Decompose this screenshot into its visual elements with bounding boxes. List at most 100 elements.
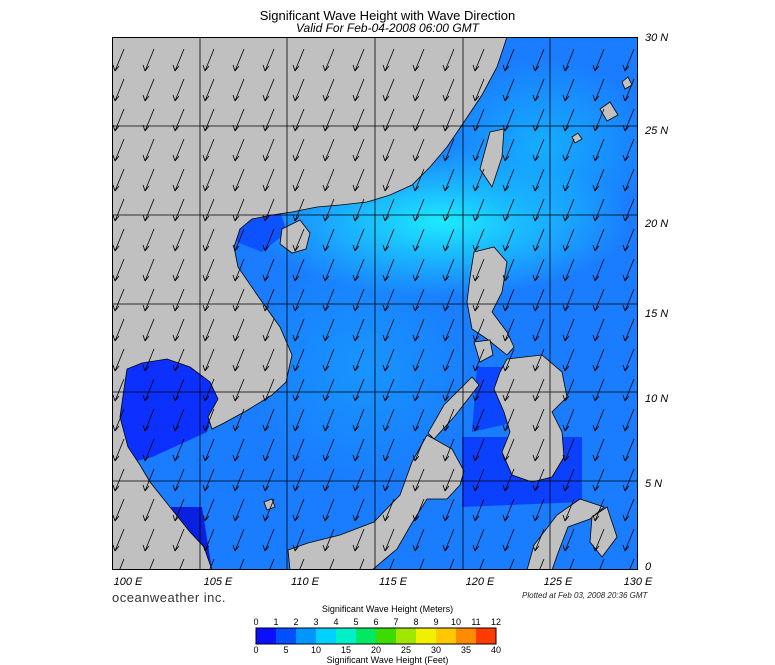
- wave-arrow: [532, 468, 545, 492]
- wave-arrow: [232, 468, 245, 492]
- wave-arrow: [472, 408, 485, 432]
- wave-arrow: [202, 378, 215, 402]
- wave-arrow: [382, 258, 395, 282]
- wave-arrow: [532, 168, 545, 192]
- wave-arrow: [622, 108, 635, 132]
- wave-arrow: [292, 168, 305, 192]
- wave-arrow: [322, 408, 335, 432]
- wave-arrow: [209, 558, 215, 570]
- wave-arrow: [592, 438, 605, 462]
- wave-arrow: [412, 378, 425, 402]
- wave-arrow: [502, 528, 515, 552]
- borneo-island: [287, 434, 465, 570]
- wave-arrow: [382, 438, 395, 462]
- wave-arrow: [292, 318, 305, 342]
- colorbar-swatch: [316, 628, 337, 644]
- wave-arrow: [592, 408, 605, 432]
- wave-arrow: [532, 528, 545, 552]
- ryukyu-island-b: [621, 76, 633, 90]
- wave-arrow: [442, 498, 455, 522]
- wave-arrow: [412, 348, 425, 372]
- lon-label-115: 115 E: [379, 576, 407, 588]
- wave-arrow: [472, 318, 485, 342]
- colorbar-swatch: [476, 628, 497, 644]
- wave-arrow: [172, 78, 185, 102]
- wave-arrow: [472, 348, 485, 372]
- wave-arrow: [232, 408, 245, 432]
- wave-arrow: [562, 168, 575, 192]
- wave-arrow: [202, 528, 215, 552]
- palawan-island: [427, 376, 480, 440]
- wave-arrow: [202, 138, 215, 162]
- wave-arrow: [322, 378, 335, 402]
- wave-arrow: [112, 528, 125, 552]
- wave-arrow: [112, 48, 125, 72]
- wave-arrow: [622, 78, 635, 102]
- wave-arrow: [172, 318, 185, 342]
- wave-arrow: [502, 408, 515, 432]
- wave-arrow: [142, 348, 155, 372]
- wave-arrow: [472, 528, 485, 552]
- wave-arrow: [532, 198, 545, 222]
- wave-arrow: [592, 378, 605, 402]
- colorbar-meter-tick: 10: [451, 617, 461, 627]
- wave-arrow: [262, 228, 275, 252]
- wave-arrow: [622, 528, 635, 552]
- wave-arrow: [592, 348, 605, 372]
- wave-arrow: [112, 138, 125, 162]
- wave-arrow: [262, 198, 275, 222]
- wave-arrow: [142, 228, 155, 252]
- wave-arrow: [532, 318, 545, 342]
- wave-arrow: [352, 378, 365, 402]
- wave-arrow: [292, 348, 305, 372]
- land: [112, 37, 633, 570]
- wave-arrow: [232, 318, 245, 342]
- wave-arrow: [322, 108, 335, 132]
- wave-arrow: [382, 408, 395, 432]
- colorbar-feet-tick: 25: [401, 645, 411, 655]
- wave-arrow: [562, 348, 575, 372]
- wave-arrow: [442, 258, 455, 282]
- wave-arrow: [412, 408, 425, 432]
- wave-arrow: [352, 348, 365, 372]
- wave-arrow: [532, 408, 545, 432]
- wave-arrow: [472, 258, 485, 282]
- wave-arrow: [382, 468, 395, 492]
- wave-arrow: [262, 48, 275, 72]
- colorbar-frame: [255, 627, 497, 645]
- wave-arrow: [262, 348, 275, 372]
- wave-arrow: [232, 138, 245, 162]
- wave-arrow: [172, 378, 185, 402]
- colorbar-feet-tick: 10: [311, 645, 321, 655]
- wave-arrow: [262, 468, 275, 492]
- wave-arrow: [382, 288, 395, 312]
- wave-arrow: [442, 318, 455, 342]
- wave-arrow: [472, 168, 485, 192]
- wave-arrow: [232, 108, 245, 132]
- wave-arrow: [142, 78, 155, 102]
- wave-arrow: [202, 168, 215, 192]
- wave-arrow: [202, 198, 215, 222]
- wave-arrow: [142, 258, 155, 282]
- wave-arrow: [142, 168, 155, 192]
- wave-arrow: [142, 438, 155, 462]
- wave-arrow: [532, 288, 545, 312]
- wave-arrow: [352, 288, 365, 312]
- wave-arrow: [352, 228, 365, 252]
- wave-arrow: [622, 318, 635, 342]
- wave-arrow: [262, 168, 275, 192]
- wave-arrow: [382, 198, 395, 222]
- wave-arrow: [502, 258, 515, 282]
- wave-arrow: [172, 408, 185, 432]
- colorbar-title-feet: Significant Wave Height (Feet): [326, 655, 449, 665]
- wave-arrow: [352, 438, 365, 462]
- lon-label-120: 120 E: [465, 576, 495, 588]
- wave-arrow: [322, 438, 335, 462]
- wave-arrow: [322, 168, 335, 192]
- wave-arrow: [172, 108, 185, 132]
- wave-height-map: [112, 37, 638, 570]
- wave-arrow: [172, 348, 185, 372]
- colorbar-title-meters: Significant Wave Height (Meters): [321, 604, 454, 614]
- wave-arrow: [232, 198, 245, 222]
- wave-arrow: [179, 558, 185, 570]
